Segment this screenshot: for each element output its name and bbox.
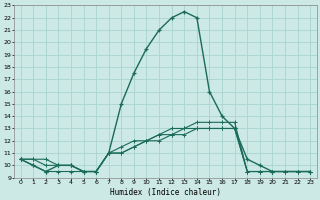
X-axis label: Humidex (Indice chaleur): Humidex (Indice chaleur) <box>110 188 221 197</box>
